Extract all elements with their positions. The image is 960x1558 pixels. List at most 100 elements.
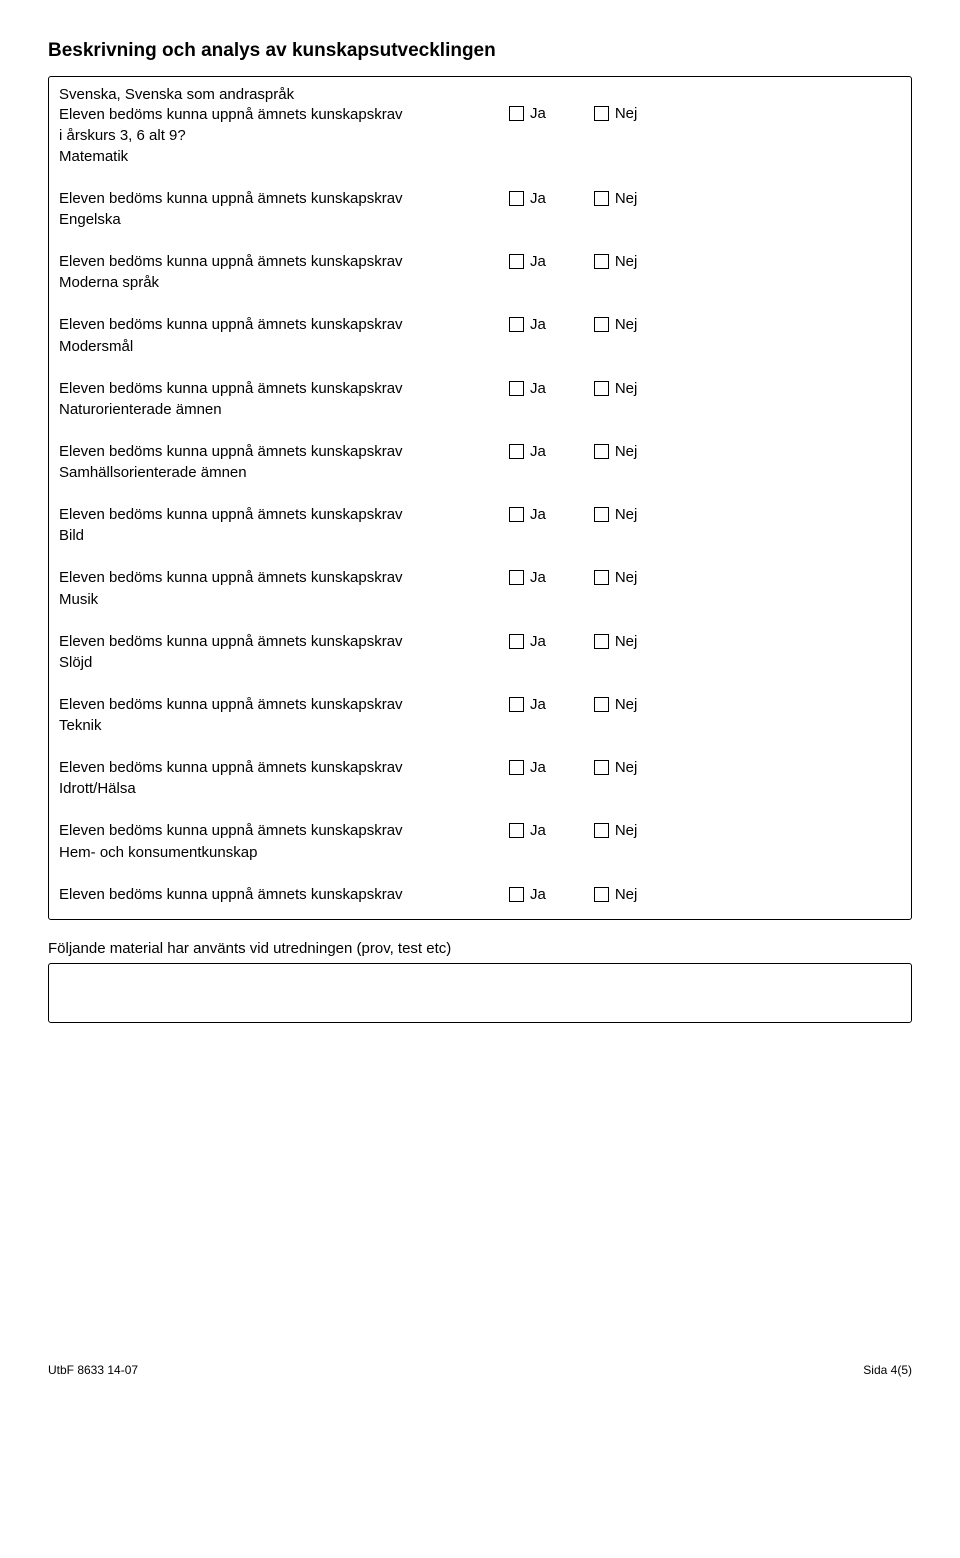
nej-label: Nej	[615, 105, 638, 122]
prompt-row: Eleven bedöms kunna uppnå ämnets kunskap…	[59, 252, 901, 272]
checkbox-ja[interactable]	[509, 444, 524, 459]
nej-option: Nej	[594, 443, 638, 460]
material-input-box[interactable]	[48, 963, 912, 1023]
checkbox-nej[interactable]	[594, 887, 609, 902]
nej-label: Nej	[615, 759, 638, 776]
ja-label: Ja	[530, 822, 546, 839]
prompt-row: Eleven bedöms kunna uppnå ämnets kunskap…	[59, 442, 901, 462]
prompt-text: Eleven bedöms kunna uppnå ämnets kunskap…	[59, 379, 509, 399]
checkbox-nej[interactable]	[594, 507, 609, 522]
prompt-row: Eleven bedöms kunna uppnå ämnets kunskap…	[59, 758, 901, 778]
checkbox-nej[interactable]	[594, 760, 609, 775]
subject-block: Eleven bedöms kunna uppnå ämnets kunskap…	[59, 505, 901, 544]
subject-label: Musik	[59, 591, 901, 608]
prompt-row: Eleven bedöms kunna uppnå ämnets kunskap…	[59, 379, 901, 399]
checkbox-ja[interactable]	[509, 507, 524, 522]
checkbox-ja[interactable]	[509, 760, 524, 775]
checkbox-ja[interactable]	[509, 697, 524, 712]
nej-option: Nej	[594, 569, 638, 586]
nej-label: Nej	[615, 316, 638, 333]
prompt-line3: i årskurs 3, 6 alt 9?	[59, 126, 509, 146]
ja-option: Ja	[509, 633, 546, 650]
nej-label: Nej	[615, 506, 638, 523]
prompt-text: Eleven bedöms kunna uppnå ämnets kunskap…	[59, 758, 509, 778]
checkbox-ja[interactable]	[509, 191, 524, 206]
subject-label: Samhällsorienterade ämnen	[59, 464, 901, 481]
prompt-text: Eleven bedöms kunna uppnå ämnets kunskap…	[59, 189, 509, 209]
nej-option: Nej	[594, 316, 638, 333]
subject-label: Matematik	[59, 148, 901, 165]
checkbox-nej[interactable]	[594, 823, 609, 838]
ja-label: Ja	[530, 443, 546, 460]
ja-option: Ja	[509, 759, 546, 776]
prompt-text: Eleven bedöms kunna uppnå ämnets kunskap…	[59, 632, 509, 652]
ja-option: Ja	[509, 105, 546, 122]
checkbox-ja[interactable]	[509, 317, 524, 332]
prompt-row: Svenska, Svenska som andraspråk Eleven b…	[59, 85, 901, 146]
subject-block-svenska: Svenska, Svenska som andraspråk Eleven b…	[59, 85, 901, 165]
prompt-row: Eleven bedöms kunna uppnå ämnets kunskap…	[59, 189, 901, 209]
prompt-row: Eleven bedöms kunna uppnå ämnets kunskap…	[59, 885, 901, 905]
subject-label: Modersmål	[59, 338, 901, 355]
subject-block: Eleven bedöms kunna uppnå ämnets kunskap…	[59, 315, 901, 354]
checkbox-nej[interactable]	[594, 191, 609, 206]
ja-option: Ja	[509, 822, 546, 839]
material-label: Följande material har använts vid utredn…	[48, 940, 912, 957]
nej-option: Nej	[594, 506, 638, 523]
subject-block: Eleven bedöms kunna uppnå ämnets kunskap…	[59, 379, 901, 418]
subject-block: Eleven bedöms kunna uppnå ämnets kunskap…	[59, 758, 901, 797]
prompt-text: Eleven bedöms kunna uppnå ämnets kunskap…	[59, 885, 509, 905]
subject-block: Eleven bedöms kunna uppnå ämnets kunskap…	[59, 821, 901, 860]
prompt-text: Eleven bedöms kunna uppnå ämnets kunskap…	[59, 568, 509, 588]
prompt-text: Eleven bedöms kunna uppnå ämnets kunskap…	[59, 695, 509, 715]
nej-option: Nej	[594, 633, 638, 650]
ja-option: Ja	[509, 253, 546, 270]
prompt-row: Eleven bedöms kunna uppnå ämnets kunskap…	[59, 505, 901, 525]
checkbox-ja[interactable]	[509, 570, 524, 585]
ja-option: Ja	[509, 380, 546, 397]
subject-block: Eleven bedöms kunna uppnå ämnets kunskap…	[59, 189, 901, 228]
ja-label: Ja	[530, 759, 546, 776]
prompt-row: Eleven bedöms kunna uppnå ämnets kunskap…	[59, 315, 901, 335]
ja-option: Ja	[509, 506, 546, 523]
checkbox-nej[interactable]	[594, 317, 609, 332]
checkbox-ja[interactable]	[509, 106, 524, 121]
checkbox-nej[interactable]	[594, 570, 609, 585]
checkbox-nej[interactable]	[594, 106, 609, 121]
ja-label: Ja	[530, 380, 546, 397]
checkbox-nej[interactable]	[594, 444, 609, 459]
subject-label: Bild	[59, 527, 901, 544]
subject-block: Eleven bedöms kunna uppnå ämnets kunskap…	[59, 695, 901, 734]
subject-block: Eleven bedöms kunna uppnå ämnets kunskap…	[59, 252, 901, 291]
nej-option: Nej	[594, 380, 638, 397]
nej-label: Nej	[615, 443, 638, 460]
subject-label: Slöjd	[59, 654, 901, 671]
subjects-section: Svenska, Svenska som andraspråk Eleven b…	[48, 76, 912, 920]
ja-option: Ja	[509, 886, 546, 903]
checkbox-nej[interactable]	[594, 254, 609, 269]
checkbox-nej[interactable]	[594, 634, 609, 649]
checkbox-nej[interactable]	[594, 381, 609, 396]
nej-label: Nej	[615, 886, 638, 903]
ja-label: Ja	[530, 253, 546, 270]
footer-right: Sida 4(5)	[863, 1363, 912, 1377]
ja-option: Ja	[509, 443, 546, 460]
checkbox-ja[interactable]	[509, 634, 524, 649]
prompt-line1: Svenska, Svenska som andraspråk	[59, 85, 509, 105]
ja-label: Ja	[530, 105, 546, 122]
nej-option: Nej	[594, 759, 638, 776]
prompt-text: Eleven bedöms kunna uppnå ämnets kunskap…	[59, 442, 509, 462]
prompt-row: Eleven bedöms kunna uppnå ämnets kunskap…	[59, 632, 901, 652]
checkbox-ja[interactable]	[509, 381, 524, 396]
ja-label: Ja	[530, 696, 546, 713]
checkbox-ja[interactable]	[509, 823, 524, 838]
nej-option: Nej	[594, 190, 638, 207]
ja-option: Ja	[509, 316, 546, 333]
checkbox-ja[interactable]	[509, 254, 524, 269]
checkbox-ja[interactable]	[509, 887, 524, 902]
ja-label: Ja	[530, 886, 546, 903]
ja-label: Ja	[530, 190, 546, 207]
nej-option: Nej	[594, 696, 638, 713]
page-footer: UtbF 8633 14-07 Sida 4(5)	[48, 1363, 912, 1377]
checkbox-nej[interactable]	[594, 697, 609, 712]
